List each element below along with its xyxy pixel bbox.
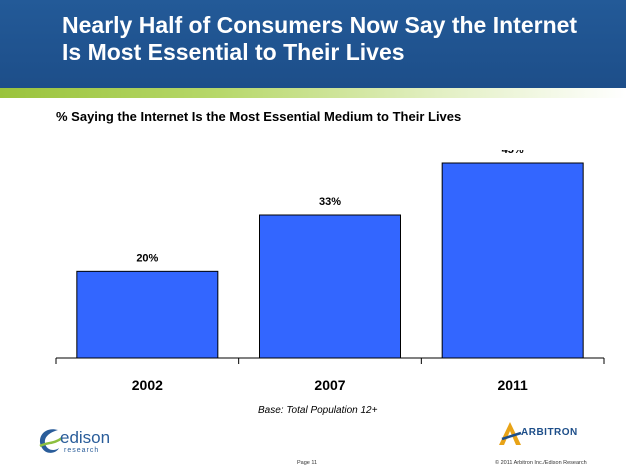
arbitron-logo: ARBITRON	[497, 417, 607, 447]
data-label-2007: 33%	[319, 196, 341, 208]
edison-logo-sub: research	[64, 447, 100, 454]
slide-title: Nearly Half of Consumers Now Say the Int…	[62, 12, 578, 65]
slide-header: Nearly Half of Consumers Now Say the Int…	[0, 0, 626, 88]
edison-logo-word: edison	[60, 428, 111, 447]
edison-logo: edison research	[34, 424, 144, 460]
accent-line	[0, 88, 626, 98]
bar-2002	[76, 270, 219, 359]
bar-2011	[441, 162, 584, 359]
base-note: Base: Total Population 12+	[258, 405, 378, 416]
arbitron-logo-word: ARBITRON	[521, 427, 578, 438]
page-number: Page 11	[297, 460, 318, 466]
data-label-2002: 20%	[136, 252, 158, 264]
copyright-text: © 2011 Arbitron Inc./Edison Research	[495, 460, 587, 466]
chart-title: % Saying the Internet Is the Most Essent…	[56, 109, 462, 124]
x-tick-label-2011: 2011	[497, 377, 528, 393]
bar-2007	[259, 214, 401, 359]
x-tick-label-2007: 2007	[314, 377, 345, 393]
x-tick-label-2002: 2002	[132, 377, 163, 393]
bar-chart: 20% 2002 33% 2007 45% 2011	[55, 150, 605, 393]
arbitron-a-icon	[499, 422, 522, 445]
edison-swirl-icon	[39, 429, 63, 453]
data-label-2011: 45%	[502, 150, 524, 156]
